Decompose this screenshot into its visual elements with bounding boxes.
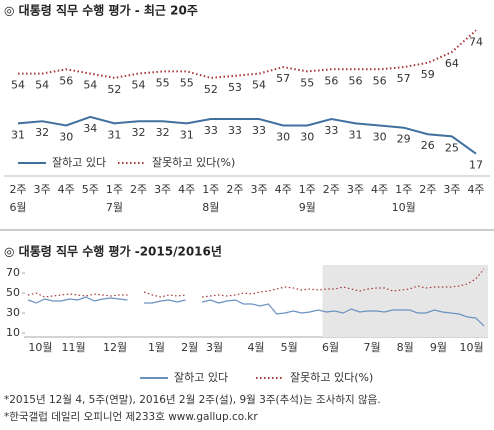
x-tick-label: 2주	[130, 183, 147, 196]
data-label: 64	[445, 57, 459, 70]
series-line	[18, 29, 477, 79]
data-label: 25	[445, 141, 459, 154]
x-tick-label: 2주	[226, 183, 243, 196]
x-group-label: 6월	[9, 201, 26, 214]
x-group-label: 9월	[299, 201, 316, 214]
x-tick-label: 3주	[250, 183, 267, 196]
x-group-label: 8월	[202, 201, 219, 214]
data-label: 30	[300, 131, 314, 144]
x-group-label: 10월	[392, 201, 416, 214]
x-group-label: 7월	[106, 201, 123, 214]
footnote: *2015년 12월 4, 5주(연말), 2016년 2월 2주(설), 9월…	[4, 393, 381, 406]
data-label: 53	[228, 81, 242, 94]
x-tick-label: 2주	[323, 183, 340, 196]
y-tick-label: 10	[6, 326, 20, 339]
legend-label: 잘하고 있다	[52, 155, 106, 169]
data-label: 26	[421, 139, 435, 152]
data-label: 29	[397, 133, 411, 146]
chart-title: ◎ 대통령 직무 수행 평가 - 최근 20주	[4, 3, 198, 18]
x-tick-label: 1주	[202, 183, 219, 196]
x-tick-label: 1주	[299, 183, 316, 196]
x-tick-label: 4주	[467, 183, 484, 196]
data-label: 57	[276, 72, 290, 85]
x-tick-label: 6월	[322, 341, 339, 354]
x-tick-label: 4월	[247, 341, 264, 354]
data-label: 54	[35, 79, 49, 92]
x-tick-label: 3월	[206, 341, 223, 354]
data-label: 55	[180, 76, 194, 89]
x-tick-label: 3주	[154, 183, 171, 196]
series-line	[27, 296, 485, 327]
data-label: 54	[132, 79, 146, 92]
x-tick-label: 3주	[34, 183, 51, 196]
data-label: 59	[421, 68, 435, 81]
data-label: 56	[59, 74, 73, 87]
legend-label: 잘하고 있다	[174, 370, 228, 384]
data-label: 34	[83, 122, 97, 135]
data-label: 57	[397, 72, 411, 85]
data-label: 30	[59, 131, 73, 144]
data-label: 33	[252, 124, 266, 137]
data-label: 52	[107, 83, 121, 96]
x-tick-label: 4주	[58, 183, 75, 196]
data-label: 31	[11, 128, 25, 141]
data-label: 56	[324, 74, 338, 87]
series-line	[17, 115, 477, 155]
y-tick-label: 70	[6, 266, 20, 279]
data-label: 52	[204, 83, 218, 96]
highlight-band	[322, 265, 488, 337]
x-tick-label: 2월	[181, 341, 198, 354]
x-tick-label: 2주	[9, 183, 26, 196]
chart-title: ◎ 대통령 직무 수행 평가 -2015/2016년	[4, 244, 222, 259]
data-label: 31	[348, 128, 362, 141]
x-tick-label: 1주	[106, 183, 123, 196]
data-label: 74	[469, 35, 483, 48]
data-label: 56	[373, 74, 387, 87]
data-label: 30	[373, 131, 387, 144]
data-label: 33	[228, 124, 242, 137]
x-tick-label: 4주	[371, 183, 388, 196]
data-label: 31	[107, 128, 121, 141]
legend-label: 잘못하고 있다(%)	[152, 155, 235, 169]
data-label: 54	[83, 79, 97, 92]
data-label: 31	[180, 128, 194, 141]
data-label: 54	[11, 79, 25, 92]
data-label: 32	[156, 126, 170, 139]
x-tick-label: 1월	[148, 341, 165, 354]
series-line	[27, 268, 485, 298]
x-tick-label: 10월	[460, 341, 484, 354]
data-label: 32	[35, 126, 49, 139]
x-tick-label: 4주	[178, 183, 195, 196]
x-tick-label: 3주	[443, 183, 460, 196]
x-tick-label: 1주	[395, 183, 412, 196]
x-tick-label: 7월	[364, 341, 381, 354]
data-label: 55	[156, 76, 170, 89]
data-label: 32	[132, 126, 146, 139]
data-label: 55	[300, 76, 314, 89]
x-tick-label: 12월	[103, 341, 127, 354]
legend-label: 잘못하고 있다(%)	[290, 370, 373, 384]
y-tick-label: 30	[6, 306, 20, 319]
data-label: 17	[469, 159, 483, 172]
data-label: 33	[324, 124, 338, 137]
x-tick-label: 5주	[82, 183, 99, 196]
y-tick-label: 50	[6, 286, 20, 299]
x-tick-label: 8월	[397, 341, 414, 354]
data-label: 56	[348, 74, 362, 87]
x-tick-label: 2주	[419, 183, 436, 196]
data-label: 30	[276, 131, 290, 144]
x-tick-label: 3주	[347, 183, 364, 196]
x-tick-label: 10월	[28, 341, 52, 354]
x-tick-label: 9월	[430, 341, 447, 354]
x-tick-label: 11월	[62, 341, 86, 354]
data-label: 54	[252, 79, 266, 92]
x-tick-label: 5월	[281, 341, 298, 354]
footnote: *한국갤럽 데일리 오피니언 제233호 www.gallup.co.kr	[4, 410, 258, 423]
x-tick-label: 4주	[275, 183, 292, 196]
data-label: 33	[204, 124, 218, 137]
